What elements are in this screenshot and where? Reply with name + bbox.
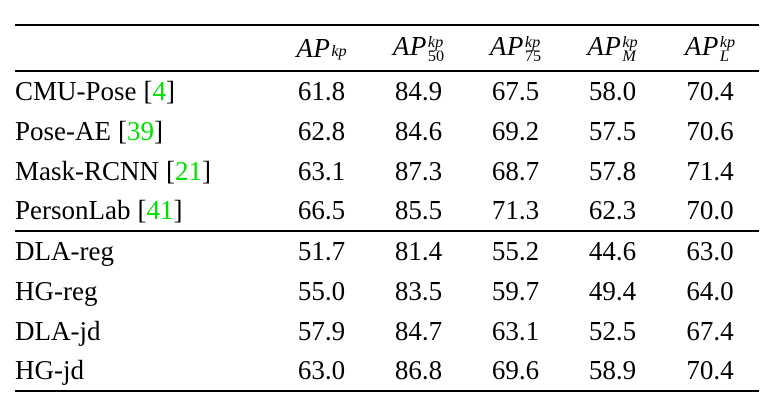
metric-value: 51.7: [297, 236, 346, 266]
baseline-methods-group: CMU-Pose [4] 61.8 84.9 67.5 58.0 70.4 Pos…: [15, 71, 759, 231]
table-row: Mask-RCNN [21] 63.1 87.3 68.7 57.8 71.4: [15, 151, 759, 191]
table-row: CMU-Pose [4] 61.8 84.9 67.5 58.0 70.4: [15, 71, 759, 111]
metric-value: 81.4: [394, 236, 443, 266]
method-label: CMU-Pose [4]: [15, 71, 273, 111]
metric-value: 71.4: [686, 155, 734, 186]
keypoint-results-table: AP kp AP kp 50 AP kp 75 AP kp M AP kp L CMU-Pose[…: [15, 24, 759, 392]
metric-value: 58.9: [588, 355, 637, 385]
table-row: HG-reg 55.0 83.5 59.7 49.4 64.0: [15, 271, 759, 311]
method-label: PersonLab [41]: [15, 191, 273, 231]
metric-value: 70.6: [686, 115, 734, 146]
metric-value: 57.9: [297, 315, 346, 346]
metric-value: 44.6: [588, 236, 637, 266]
method-name: DLA-reg: [15, 236, 114, 266]
citation-link[interactable]: [41]: [137, 195, 183, 225]
method-name: DLA-jd: [15, 315, 101, 346]
metric-value: 69.6: [491, 355, 540, 385]
metric-value: 66.5: [297, 195, 346, 225]
metric-value: 62.3: [588, 195, 637, 225]
metric-value: 67.4: [686, 315, 734, 346]
metric-value: 59.7: [491, 275, 540, 306]
metric-value: 67.5: [491, 76, 540, 106]
metric-value: 57.8: [588, 155, 637, 186]
method-name: Pose-AE: [15, 115, 111, 146]
metric-value: 71.3: [491, 195, 540, 225]
col-header-ap-kp-75: AP kp 75: [489, 30, 542, 66]
table-row: DLA-reg 51.7 81.4 55.2 44.6 63.0: [15, 231, 759, 271]
metric-value: 68.7: [491, 155, 540, 186]
table-row: PersonLab [41] 66.5 85.5 71.3 62.3 70.0: [15, 191, 759, 231]
method-name: PersonLab: [15, 195, 131, 225]
metric-value: 70.4: [686, 76, 734, 106]
table-row: DLA-jd 57.9 84.7 63.1 52.5 67.4: [15, 311, 759, 351]
metric-value: 70.0: [686, 195, 734, 225]
metric-value: 63.1: [491, 315, 540, 346]
metric-value: 63.1: [297, 155, 346, 186]
metric-value: 86.8: [394, 355, 443, 385]
method-label: HG-jd: [15, 351, 273, 391]
method-column-header: [15, 25, 273, 71]
metric-value: 63.0: [686, 236, 734, 266]
metric-value: 84.7: [394, 315, 443, 346]
metric-value: 87.3: [394, 155, 443, 186]
metric-value: 55.0: [297, 275, 346, 306]
citation-link[interactable]: [4]: [143, 76, 176, 106]
table-header: AP kp AP kp 50 AP kp 75 AP kp M AP kp L: [15, 25, 759, 71]
metric-value: 70.4: [686, 355, 734, 385]
metric-value: 84.9: [394, 76, 443, 106]
metric-value: 52.5: [588, 315, 637, 346]
method-label: Mask-RCNN [21]: [15, 151, 273, 191]
metric-value: 61.8: [297, 76, 346, 106]
col-header-ap-kp-50: AP kp 50: [392, 30, 445, 66]
citation-link[interactable]: [39]: [118, 115, 163, 146]
method-label: DLA-reg: [15, 231, 273, 271]
metric-value: 84.6: [394, 115, 443, 146]
method-label: Pose-AE [39]: [15, 111, 273, 151]
metric-value: 58.0: [588, 76, 637, 106]
metric-value: 62.8: [297, 115, 346, 146]
method-label: DLA-jd: [15, 311, 273, 351]
metric-value: 63.0: [297, 355, 346, 385]
metric-value: 64.0: [686, 275, 734, 306]
metric-value: 83.5: [394, 275, 443, 306]
metric-value: 69.2: [491, 115, 540, 146]
method-name: HG-jd: [15, 355, 84, 385]
ours-methods-group: DLA-reg 51.7 81.4 55.2 44.6 63.0 HG-reg …: [15, 231, 759, 391]
method-name: HG-reg: [15, 275, 98, 306]
col-header-ap-kp-m: AP kp M: [587, 30, 638, 66]
col-header-ap-kp-l: AP kp L: [684, 30, 736, 66]
metric-value: 55.2: [491, 236, 540, 266]
col-header-ap-kp: AP kp: [296, 32, 347, 63]
method-label: HG-reg: [15, 271, 273, 311]
table-row: Pose-AE [39] 62.8 84.6 69.2 57.5 70.6: [15, 111, 759, 151]
metric-value: 49.4: [588, 275, 637, 306]
method-name: CMU-Pose: [15, 76, 137, 106]
header-row: AP kp AP kp 50 AP kp 75 AP kp M AP kp L: [15, 25, 759, 71]
citation-link[interactable]: [21]: [166, 155, 212, 186]
table-row: HG-jd 63.0 86.8 69.6 58.9 70.4: [15, 351, 759, 391]
method-name: Mask-RCNN: [15, 155, 160, 186]
metric-value: 57.5: [588, 115, 637, 146]
metric-value: 85.5: [394, 195, 443, 225]
